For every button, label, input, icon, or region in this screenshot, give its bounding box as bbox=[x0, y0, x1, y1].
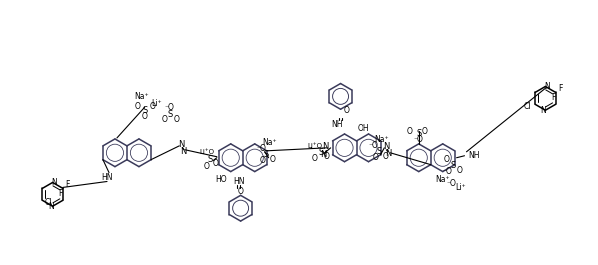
Text: O: O bbox=[444, 155, 450, 164]
Text: O: O bbox=[324, 152, 329, 161]
Text: Na⁺: Na⁺ bbox=[374, 135, 389, 144]
Text: S: S bbox=[208, 155, 212, 164]
Text: O: O bbox=[237, 187, 243, 196]
Text: O: O bbox=[142, 112, 148, 121]
Text: ⁻O: ⁻O bbox=[368, 141, 379, 150]
Text: Li⁺: Li⁺ bbox=[455, 183, 466, 192]
Text: O: O bbox=[344, 106, 349, 115]
Text: N: N bbox=[322, 142, 329, 151]
Text: NH: NH bbox=[331, 120, 342, 129]
Text: HN: HN bbox=[233, 177, 245, 186]
Text: S: S bbox=[451, 161, 456, 170]
Text: O: O bbox=[150, 102, 155, 111]
Text: F: F bbox=[66, 180, 70, 189]
Text: N: N bbox=[51, 178, 57, 187]
Text: N: N bbox=[545, 82, 550, 91]
Text: S: S bbox=[264, 150, 269, 159]
Text: F: F bbox=[551, 93, 556, 102]
Text: Na⁺: Na⁺ bbox=[435, 175, 450, 184]
Text: N: N bbox=[178, 140, 184, 149]
Text: O: O bbox=[270, 155, 276, 164]
Text: Li⁺O: Li⁺O bbox=[307, 143, 322, 149]
Text: O: O bbox=[204, 162, 210, 171]
Text: ⁻O: ⁻O bbox=[164, 103, 174, 112]
Text: N: N bbox=[321, 150, 327, 159]
Text: S: S bbox=[142, 106, 147, 115]
Text: N: N bbox=[541, 106, 547, 115]
Text: N: N bbox=[48, 202, 53, 211]
Text: N: N bbox=[383, 142, 389, 151]
Text: Na⁺: Na⁺ bbox=[135, 92, 149, 101]
Text: O: O bbox=[422, 126, 428, 135]
Text: O: O bbox=[260, 156, 266, 165]
Text: S: S bbox=[167, 110, 173, 119]
Text: O: O bbox=[373, 153, 379, 162]
Text: O: O bbox=[173, 115, 179, 124]
Text: NH: NH bbox=[468, 151, 480, 160]
Text: OH: OH bbox=[358, 123, 370, 132]
Text: N: N bbox=[385, 149, 392, 158]
Text: O: O bbox=[457, 166, 462, 175]
Text: ⁻O: ⁻O bbox=[443, 167, 453, 176]
Text: S: S bbox=[377, 147, 382, 156]
Text: O: O bbox=[161, 115, 167, 124]
Text: S: S bbox=[318, 148, 324, 157]
Text: ⁻O: ⁻O bbox=[257, 144, 267, 153]
Text: Li⁺O: Li⁺O bbox=[200, 149, 215, 155]
Text: HO: HO bbox=[215, 175, 227, 184]
Text: O: O bbox=[135, 102, 141, 111]
Text: F: F bbox=[559, 84, 563, 93]
Text: Cl: Cl bbox=[44, 198, 52, 207]
Text: O: O bbox=[213, 159, 219, 168]
Text: N: N bbox=[180, 147, 187, 156]
Text: ⁻O: ⁻O bbox=[447, 179, 456, 188]
Text: O: O bbox=[407, 126, 413, 135]
Text: S: S bbox=[416, 130, 422, 139]
Text: F: F bbox=[59, 189, 63, 198]
Text: Na⁺: Na⁺ bbox=[263, 138, 277, 147]
Text: ⁻O: ⁻O bbox=[414, 135, 423, 144]
Text: Li⁺: Li⁺ bbox=[151, 99, 162, 108]
Text: Cl: Cl bbox=[523, 102, 531, 111]
Text: HN: HN bbox=[101, 173, 113, 182]
Text: O: O bbox=[312, 154, 318, 163]
Text: O: O bbox=[382, 152, 388, 161]
